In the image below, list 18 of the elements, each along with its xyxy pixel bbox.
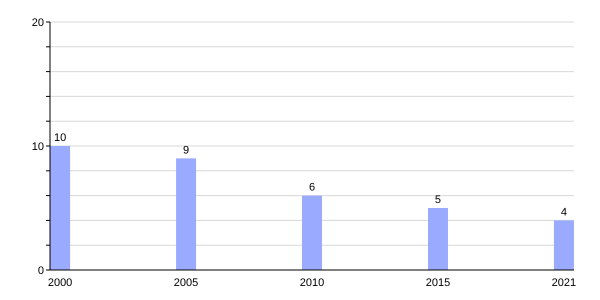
bar [50,146,70,270]
x-tick-label: 2010 [300,276,324,289]
y-tick-label: 0 [38,264,44,277]
y-tick-label: 10 [32,140,44,153]
x-tick-label: 2015 [426,276,450,289]
data-label: 10 [54,132,66,144]
bar [302,196,322,270]
x-tick-label: 2000 [48,276,72,289]
data-label: 5 [434,194,442,206]
x-tick-label: 2021 [552,276,576,289]
bar [554,220,574,270]
data-label: 9 [182,144,190,156]
bar [176,158,196,270]
x-tick-label: 2005 [174,276,198,289]
y-tick-label: 20 [32,16,44,29]
data-label: 6 [308,182,316,194]
bar [428,208,448,270]
data-label: 4 [560,206,568,218]
